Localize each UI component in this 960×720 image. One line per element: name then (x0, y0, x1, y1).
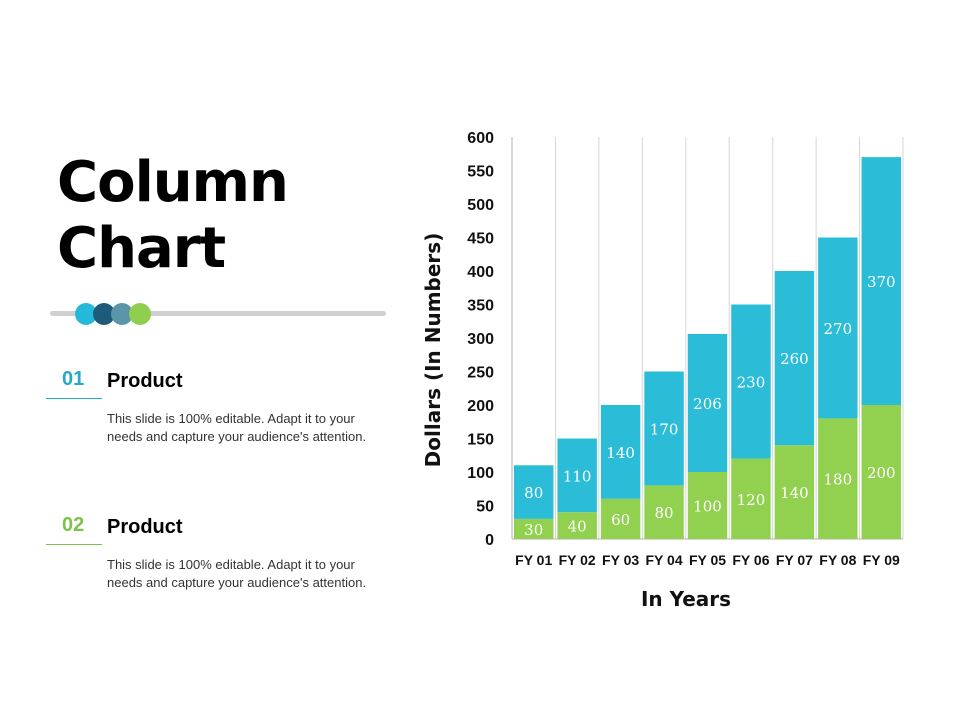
product-number: 02 (62, 514, 85, 536)
product-description-line1: This slide is 100% editable. Adapt it to… (107, 557, 355, 572)
bar-segment-upper (514, 465, 554, 519)
product-description: This slide is 100% editable. Adapt it to… (107, 556, 407, 592)
dot-4 (129, 303, 151, 325)
data-label: 270 (824, 320, 853, 338)
data-label: 80 (655, 504, 674, 522)
x-tick-label: FY 05 (689, 552, 726, 568)
y-tick-label: 500 (467, 197, 494, 214)
data-label: 200 (867, 464, 896, 482)
product-number-rule (46, 398, 102, 399)
y-tick-label: 600 (467, 130, 494, 147)
bar-segment-upper (600, 405, 641, 499)
product-description-line1: This slide is 100% editable. Adapt it to… (107, 411, 355, 426)
y-tick-label: 100 (467, 465, 494, 482)
data-label: 100 (693, 498, 722, 516)
bar-segment-lower (514, 518, 554, 539)
y-tick-label: 350 (467, 298, 494, 315)
data-label: 170 (650, 420, 679, 438)
bar-segment-lower (774, 445, 815, 539)
data-label: 40 (568, 518, 587, 536)
y-tick-label: 550 (467, 164, 494, 181)
x-tick-label: FY 03 (602, 552, 639, 568)
data-label: 180 (824, 471, 853, 489)
product-title: Product (107, 516, 183, 538)
bar-segment-upper (557, 438, 597, 513)
slide-title-line1: Column (57, 150, 289, 215)
y-tick-label: 300 (467, 331, 494, 348)
y-tick-label: 450 (467, 231, 494, 248)
dot-1 (75, 303, 97, 325)
y-axis-title: Dollars (In Numbers) (421, 233, 445, 468)
data-label: 60 (611, 511, 630, 529)
product-number-rule (46, 544, 102, 545)
data-label: 140 (606, 444, 635, 462)
y-tick-label: 150 (467, 432, 494, 449)
x-tick-label: FY 09 (863, 552, 900, 568)
bar-segment-lower (731, 458, 771, 539)
y-tick-label: 0 (485, 532, 494, 549)
product-number: 01 (62, 368, 85, 390)
x-tick-label: FY 01 (515, 552, 552, 568)
product-description-line2: needs and capture your audience's attent… (107, 429, 367, 444)
bar-segment-lower (644, 485, 684, 539)
bar-segment-upper (687, 333, 728, 472)
data-label: 30 (524, 521, 543, 539)
bar-segment-lower (687, 472, 728, 539)
data-label: 230 (737, 374, 766, 392)
data-label: 110 (563, 467, 592, 485)
bar-segment-upper (731, 304, 771, 459)
bar-segment-lower (861, 405, 901, 539)
product-description: This slide is 100% editable. Adapt it to… (107, 410, 407, 446)
data-label: 370 (867, 273, 896, 291)
bar-segment-lower (818, 418, 858, 539)
bar-segment-upper (818, 237, 858, 419)
product-title: Product (107, 370, 183, 392)
data-label: 120 (737, 491, 766, 509)
dot-2 (93, 303, 115, 325)
bar-segment-upper (774, 271, 815, 446)
x-axis-title: In Years (641, 587, 731, 611)
x-tick-label: FY 04 (646, 552, 683, 568)
bar-segment-upper (861, 157, 901, 405)
slide-title: Column Chart (57, 150, 377, 282)
y-tick-label: 400 (467, 264, 494, 281)
dot-3 (111, 303, 133, 325)
divider-line (50, 311, 386, 316)
x-tick-label: FY 02 (559, 552, 596, 568)
x-tick-label: FY 08 (819, 552, 856, 568)
data-label: 260 (780, 350, 809, 368)
y-tick-label: 50 (476, 499, 494, 516)
bar-segment-lower (600, 498, 641, 539)
bar-segment-lower (557, 512, 597, 539)
bar-segment-upper (644, 371, 684, 486)
slide-title-line2: Chart (57, 216, 226, 281)
data-label: 140 (780, 484, 809, 502)
y-tick-label: 250 (467, 365, 494, 382)
product-description-line2: needs and capture your audience's attent… (107, 575, 367, 590)
x-tick-label: FY 06 (732, 552, 769, 568)
data-label: 206 (693, 395, 722, 413)
x-tick-label: FY 07 (776, 552, 813, 568)
data-label: 80 (524, 484, 543, 502)
y-tick-label: 200 (467, 398, 494, 415)
